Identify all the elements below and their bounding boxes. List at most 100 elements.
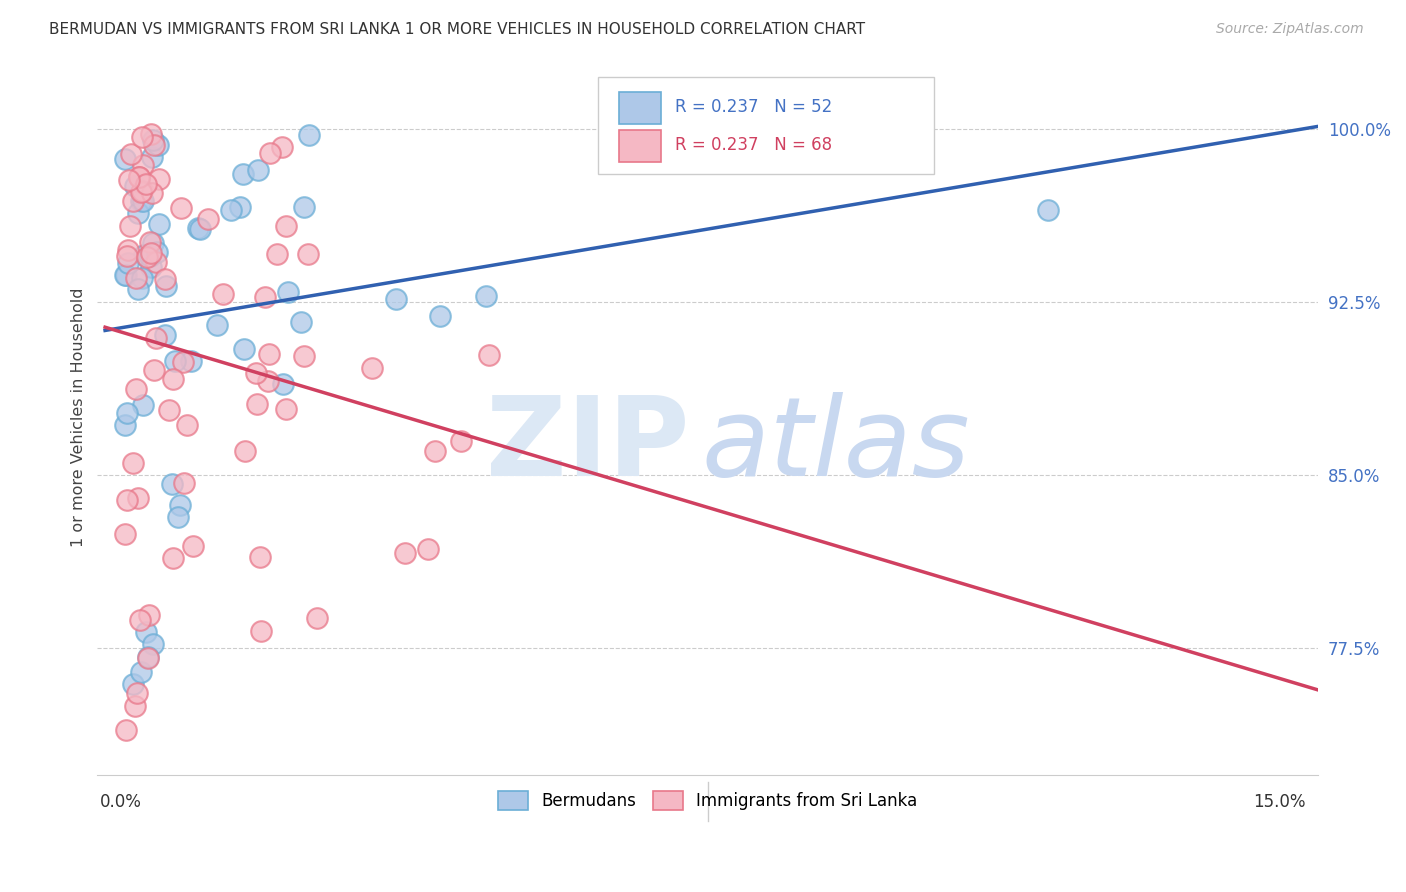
Point bbox=[142, 236, 165, 251]
Point bbox=[298, 128, 321, 143]
Point bbox=[131, 194, 153, 208]
Point bbox=[124, 698, 146, 713]
Point bbox=[274, 219, 297, 234]
FancyBboxPatch shape bbox=[598, 78, 934, 174]
Point bbox=[117, 243, 139, 257]
Point bbox=[138, 650, 160, 665]
Point bbox=[207, 318, 229, 332]
Point bbox=[136, 250, 159, 264]
Point bbox=[136, 249, 159, 263]
Point bbox=[172, 355, 194, 369]
Point bbox=[254, 290, 277, 304]
Text: BERMUDAN VS IMMIGRANTS FROM SRI LANKA 1 OR MORE VEHICLES IN HOUSEHOLD CORRELATIO: BERMUDAN VS IMMIGRANTS FROM SRI LANKA 1 … bbox=[49, 22, 865, 37]
Point bbox=[136, 650, 159, 665]
Point bbox=[128, 169, 150, 184]
Point bbox=[259, 145, 281, 160]
Point bbox=[181, 539, 204, 553]
Point bbox=[233, 342, 256, 356]
Point bbox=[246, 397, 269, 411]
Point bbox=[142, 636, 165, 650]
Point bbox=[131, 158, 153, 172]
Text: ZIP: ZIP bbox=[486, 392, 689, 500]
Point bbox=[131, 184, 153, 198]
Text: 0.0%: 0.0% bbox=[100, 793, 142, 811]
Point bbox=[131, 194, 153, 208]
Point bbox=[114, 527, 136, 541]
Point bbox=[250, 624, 273, 639]
Point bbox=[360, 360, 382, 375]
Point bbox=[128, 169, 150, 184]
Point bbox=[290, 314, 312, 328]
Point bbox=[115, 406, 138, 420]
Point bbox=[145, 255, 167, 269]
Point bbox=[245, 366, 267, 380]
Text: 15.0%: 15.0% bbox=[1253, 793, 1306, 811]
Point bbox=[114, 268, 136, 282]
Bar bbox=[619, 92, 661, 124]
Point bbox=[257, 374, 280, 388]
Point bbox=[197, 212, 219, 227]
Point bbox=[120, 147, 142, 161]
Point bbox=[394, 546, 416, 560]
Point bbox=[212, 287, 235, 301]
Point bbox=[145, 245, 167, 260]
Point bbox=[139, 249, 162, 263]
Point bbox=[148, 138, 170, 153]
Point bbox=[117, 256, 139, 270]
Point bbox=[219, 203, 242, 218]
Point bbox=[423, 444, 446, 458]
Point bbox=[166, 510, 188, 524]
Point bbox=[450, 434, 472, 449]
Bar bbox=[619, 129, 661, 161]
Point bbox=[114, 152, 136, 166]
Point bbox=[142, 133, 165, 147]
Point bbox=[1036, 202, 1059, 217]
Point bbox=[170, 202, 193, 216]
Legend: Bermudans, Immigrants from Sri Lanka: Bermudans, Immigrants from Sri Lanka bbox=[492, 784, 924, 816]
Point bbox=[277, 285, 299, 300]
Point bbox=[169, 498, 191, 512]
Point bbox=[127, 282, 149, 296]
Point bbox=[115, 268, 138, 282]
Point bbox=[247, 163, 270, 178]
Point bbox=[141, 150, 163, 164]
Point bbox=[127, 206, 149, 220]
Point bbox=[266, 247, 288, 261]
Point bbox=[297, 247, 319, 261]
Point bbox=[141, 246, 163, 260]
Point bbox=[142, 138, 165, 153]
Point bbox=[271, 140, 294, 154]
Point bbox=[153, 328, 176, 343]
Point bbox=[142, 363, 165, 377]
Point bbox=[165, 354, 187, 368]
Point bbox=[141, 186, 163, 201]
Text: R = 0.237   N = 68: R = 0.237 N = 68 bbox=[675, 136, 832, 153]
Point bbox=[139, 128, 162, 142]
Point bbox=[124, 382, 146, 396]
Point bbox=[162, 550, 184, 565]
Point bbox=[180, 354, 202, 368]
Point bbox=[115, 493, 138, 508]
Point bbox=[162, 372, 184, 386]
Point bbox=[259, 346, 281, 360]
Point bbox=[129, 613, 152, 627]
Point bbox=[173, 476, 195, 491]
Point bbox=[138, 235, 160, 249]
Point bbox=[135, 624, 157, 639]
Point bbox=[115, 249, 138, 263]
Point bbox=[271, 376, 294, 391]
Point bbox=[131, 270, 153, 285]
Point bbox=[292, 349, 315, 363]
Point bbox=[132, 247, 155, 261]
Point bbox=[148, 172, 170, 186]
Point bbox=[122, 677, 145, 691]
Point bbox=[114, 417, 136, 432]
Point bbox=[249, 549, 271, 564]
Point bbox=[122, 194, 145, 208]
Point bbox=[229, 201, 252, 215]
Point bbox=[232, 167, 254, 181]
Point bbox=[124, 179, 146, 194]
Point bbox=[416, 542, 439, 557]
Point bbox=[305, 611, 328, 625]
Point bbox=[125, 686, 148, 700]
